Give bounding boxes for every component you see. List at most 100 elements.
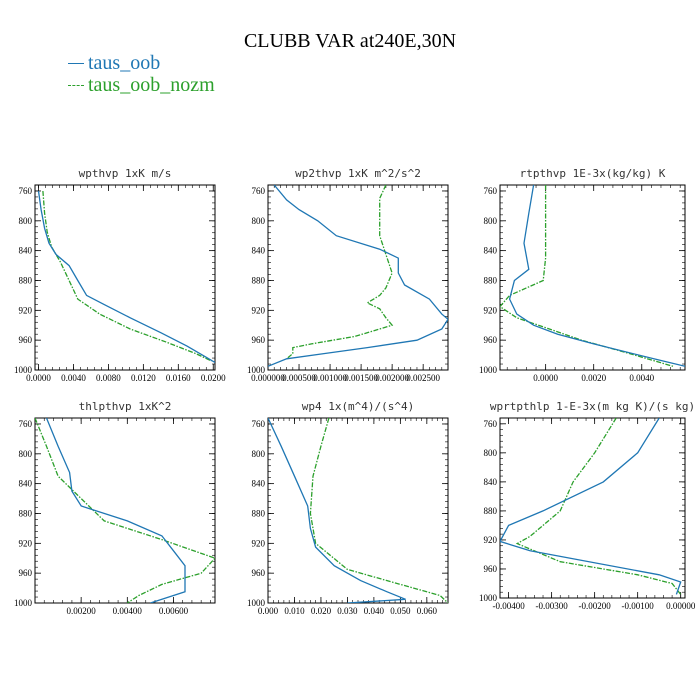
y-tick-label: 920 bbox=[484, 535, 498, 545]
x-tick-label: -0.00400 bbox=[492, 601, 525, 611]
y-tick-label: 880 bbox=[252, 508, 266, 518]
x-tick-label: -0.00200 bbox=[579, 601, 612, 611]
legend-entry-taus-oob: taus_oob bbox=[68, 52, 160, 75]
y-tick-label: 800 bbox=[252, 449, 266, 459]
y-tick-label: 760 bbox=[19, 186, 33, 196]
y-tick-label: 1000 bbox=[247, 598, 266, 608]
x-tick-label: 0.002500 bbox=[406, 373, 440, 383]
y-tick-label: 1000 bbox=[479, 365, 498, 375]
x-tick-label: 0.050 bbox=[390, 606, 411, 616]
x-tick-label: 0.0040 bbox=[629, 373, 654, 383]
legend-label: taus_oob_nozm bbox=[88, 74, 215, 96]
y-tick-label: 800 bbox=[252, 216, 266, 226]
x-tick-label: 0.002000 bbox=[375, 373, 409, 383]
subplot-title: wprtpthlp 1-E-3x(m kg K)/(s kg) bbox=[490, 400, 695, 413]
y-tick-label: 920 bbox=[19, 538, 33, 548]
y-tick-label: 760 bbox=[484, 419, 498, 429]
x-tick-label: -0.00100 bbox=[622, 601, 655, 611]
y-tick-label: 1000 bbox=[14, 365, 33, 375]
series-line-taus-oob bbox=[37, 190, 215, 364]
y-tick-label: 960 bbox=[252, 335, 266, 345]
legend-entry-taus-oob-nozm: taus_oob_nozm bbox=[68, 74, 215, 97]
y-tick-label: 1000 bbox=[479, 593, 498, 603]
y-tick-label: 1000 bbox=[247, 365, 266, 375]
x-tick-label: 0.0160 bbox=[166, 373, 191, 383]
x-tick-label: 0.040 bbox=[364, 606, 385, 616]
x-tick-label: 0.020 bbox=[311, 606, 332, 616]
y-tick-label: 840 bbox=[19, 479, 33, 489]
legend-label: taus_oob bbox=[88, 52, 161, 74]
subplot: wp4 1x(m^4)/(s^4) 0.000 0.010 0.020 0.030 0.0… bbox=[247, 400, 449, 616]
series-line-taus-oob bbox=[268, 185, 448, 367]
plot-frame bbox=[499, 417, 686, 599]
y-tick-label: 800 bbox=[19, 449, 33, 459]
y-tick-label: 1000 bbox=[14, 598, 33, 608]
series-line-taus-oob-nozm bbox=[35, 418, 215, 603]
x-tick-label: 0.0020 bbox=[581, 373, 606, 383]
y-tick-label: 920 bbox=[252, 538, 266, 548]
plot-frame bbox=[34, 184, 216, 371]
series-line-taus-oob-nozm bbox=[500, 185, 674, 367]
y-tick-label: 960 bbox=[484, 564, 498, 574]
x-tick-label: 0.0000 bbox=[533, 373, 558, 383]
y-tick-label: 960 bbox=[19, 335, 33, 345]
x-tick-label: 0.00200 bbox=[67, 606, 97, 616]
y-tick-label: 960 bbox=[252, 568, 266, 578]
series-line-taus-oob bbox=[500, 418, 682, 595]
series-line-taus-oob-nozm bbox=[42, 190, 212, 362]
y-tick-label: 800 bbox=[484, 216, 498, 226]
x-tick-label: 0.00400 bbox=[113, 606, 143, 616]
subplot-title: thlpthvp 1xK^2 bbox=[79, 400, 172, 413]
page-title: CLUBB VAR at240E,30N bbox=[243, 30, 457, 52]
plot-frame bbox=[267, 417, 449, 604]
y-tick-label: 760 bbox=[252, 419, 266, 429]
x-tick-label: 0.030 bbox=[337, 606, 358, 616]
y-tick-label: 840 bbox=[19, 246, 33, 256]
x-tick-label: -0.00300 bbox=[536, 601, 569, 611]
series-line-taus-oob bbox=[508, 185, 685, 367]
subplot-title: wp4 1x(m^4)/(s^4) bbox=[302, 400, 415, 413]
y-tick-label: 840 bbox=[252, 246, 266, 256]
y-tick-label: 880 bbox=[19, 275, 33, 285]
x-tick-label: 0.060 bbox=[417, 606, 438, 616]
y-tick-label: 760 bbox=[19, 419, 33, 429]
y-tick-label: 760 bbox=[252, 186, 266, 196]
series-line-taus-oob-nozm bbox=[286, 185, 394, 360]
series-line-taus-oob bbox=[268, 418, 406, 603]
y-tick-label: 960 bbox=[19, 568, 33, 578]
legend-swatch bbox=[68, 62, 84, 64]
subplot: wpthvp 1xK m/s 0.0000 0.0040 0.0080 0.0120 0.… bbox=[14, 167, 226, 383]
x-tick-label: 0.0080 bbox=[96, 373, 121, 383]
plot-frame bbox=[34, 417, 216, 604]
x-tick-label: 0.0200 bbox=[201, 373, 226, 383]
series-line-taus-oob-nozm bbox=[515, 418, 682, 595]
y-tick-label: 840 bbox=[252, 479, 266, 489]
x-tick-label: 0.001500 bbox=[344, 373, 378, 383]
series-line-taus-oob-nozm bbox=[309, 418, 448, 603]
y-tick-label: 800 bbox=[484, 448, 498, 458]
x-tick-label: 0.0120 bbox=[131, 373, 156, 383]
y-tick-label: 960 bbox=[484, 335, 498, 345]
y-tick-label: 840 bbox=[484, 477, 498, 487]
x-tick-label: 0.001000 bbox=[313, 373, 347, 383]
x-tick-label: 0.0040 bbox=[61, 373, 86, 383]
y-tick-label: 920 bbox=[19, 305, 33, 315]
plot-frame bbox=[499, 184, 686, 371]
subplot-title: rtpthvp 1E-3x(kg/kg) K bbox=[520, 167, 666, 180]
y-tick-label: 920 bbox=[252, 305, 266, 315]
plot-frame bbox=[267, 184, 449, 371]
y-tick-label: 800 bbox=[19, 216, 33, 226]
x-tick-label: 0.0000 bbox=[26, 373, 51, 383]
subplot: thlpthvp 1xK^2 0.00200 0.00400 0.00600 760 80… bbox=[14, 400, 216, 616]
subplot-title: wp2thvp 1xK m^2/s^2 bbox=[295, 167, 421, 180]
y-tick-label: 880 bbox=[484, 506, 498, 516]
x-tick-label: 0.010 bbox=[284, 606, 305, 616]
x-tick-label: 0.000 bbox=[258, 606, 279, 616]
x-tick-label: 0.000000 bbox=[251, 373, 285, 383]
x-tick-label: 0.00000 bbox=[666, 601, 696, 611]
y-tick-label: 920 bbox=[484, 305, 498, 315]
subplot: wp2thvp 1xK m^2/s^20.0000000.0005000.001… bbox=[247, 167, 449, 383]
subplot: rtpthvp 1E-3x(kg/kg) K 0.0000 0.0020 0.0040… bbox=[479, 167, 686, 383]
y-tick-label: 840 bbox=[484, 246, 498, 256]
